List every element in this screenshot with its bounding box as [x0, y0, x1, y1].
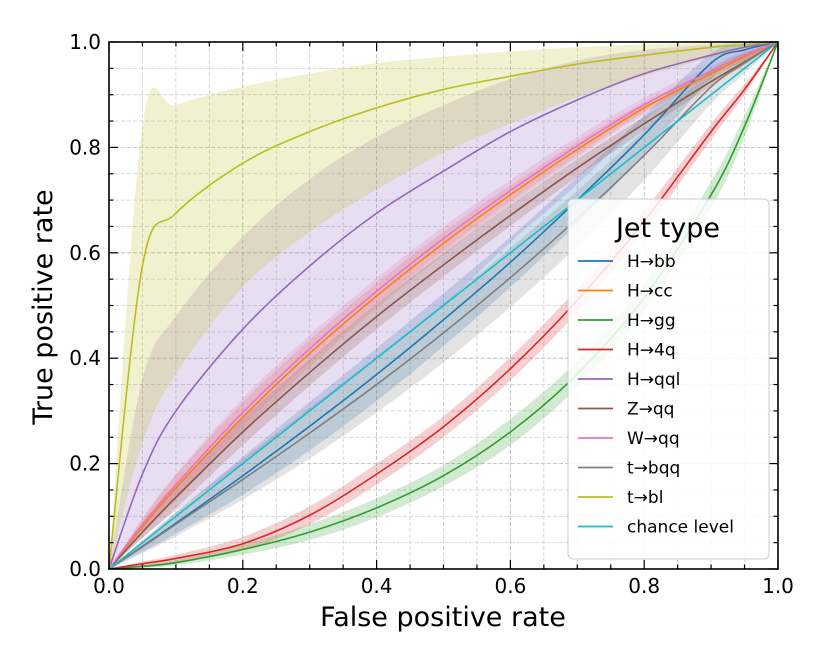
legend-label: H→4q — [627, 341, 676, 361]
legend-item-z-qq: Z→qq — [578, 400, 674, 420]
x-tick-label: 0.2 — [227, 574, 259, 598]
y-axis-label: True positive rate — [28, 189, 59, 425]
legend-label: H→bb — [627, 252, 676, 272]
legend: Jet type H→bb H→cc H→gg H→4q H→qql Z→qq W→qq t→… — [567, 198, 770, 560]
y-tick-label: 0.6 — [69, 241, 101, 265]
legend-item-t-bl: t→bl — [578, 488, 663, 508]
x-tick-label: 0.4 — [361, 574, 393, 598]
line-h-4q — [108, 41, 779, 570]
axis-ticks: 0.0 0.2 0.4 0.6 0.8 1.0 0.0 0.2 0.4 0.6 0.8 1.0 — [69, 30, 794, 598]
legend-item-chance-level: chance level — [578, 518, 734, 538]
line-h-gg — [108, 41, 779, 570]
legend-item-w-qq: W→qq — [578, 429, 680, 449]
legend-items: H→bb H→cc H→gg H→4q H→qql Z→qq W→qq t→bqq t→bl ch… — [578, 252, 734, 538]
x-tick-label: 1.0 — [762, 574, 794, 598]
band-t-bl — [109, 41, 778, 570]
y-tick-label: 0.4 — [69, 346, 101, 370]
y-tick-label: 0.8 — [69, 135, 101, 159]
y-tick-label: 0.0 — [69, 557, 101, 581]
legend-label: W→qq — [627, 429, 680, 449]
legend-label: chance level — [627, 518, 734, 538]
x-axis-label: False positive rate — [320, 602, 566, 633]
x-tick-label: 0.0 — [93, 574, 125, 598]
line-h-qql — [108, 41, 779, 570]
line-w-qq — [108, 41, 779, 570]
line-t-bl — [108, 41, 779, 570]
x-tick-label: 0.6 — [494, 574, 526, 598]
legend-label: H→cc — [627, 282, 673, 302]
legend-label: Z→qq — [627, 400, 674, 420]
line-z-qq — [108, 41, 779, 570]
legend-label: t→bqq — [627, 459, 680, 479]
legend-item-h-4q: H→4q — [578, 341, 676, 361]
x-tick-label: 0.8 — [628, 574, 660, 598]
legend-label: H→gg — [627, 311, 676, 331]
legend-box — [567, 198, 770, 560]
line-h-cc — [108, 41, 779, 570]
y-tick-label: 1.0 — [69, 30, 101, 54]
legend-item-h-bb: H→bb — [578, 252, 676, 272]
legend-label: H→qql — [627, 370, 680, 390]
legend-item-h-qql: H→qql — [578, 370, 680, 390]
y-tick-label: 0.2 — [69, 452, 101, 476]
roc-curves — [108, 41, 779, 570]
legend-item-h-gg: H→gg — [578, 311, 676, 331]
line-t-bqq — [108, 41, 779, 570]
line-h-bb — [108, 41, 779, 570]
legend-title: Jet type — [614, 213, 720, 244]
legend-item-t-bqq: t→bqq — [578, 459, 680, 479]
legend-label: t→bl — [627, 488, 663, 508]
line-chance-level — [108, 41, 779, 570]
legend-item-h-cc: H→cc — [578, 282, 673, 302]
